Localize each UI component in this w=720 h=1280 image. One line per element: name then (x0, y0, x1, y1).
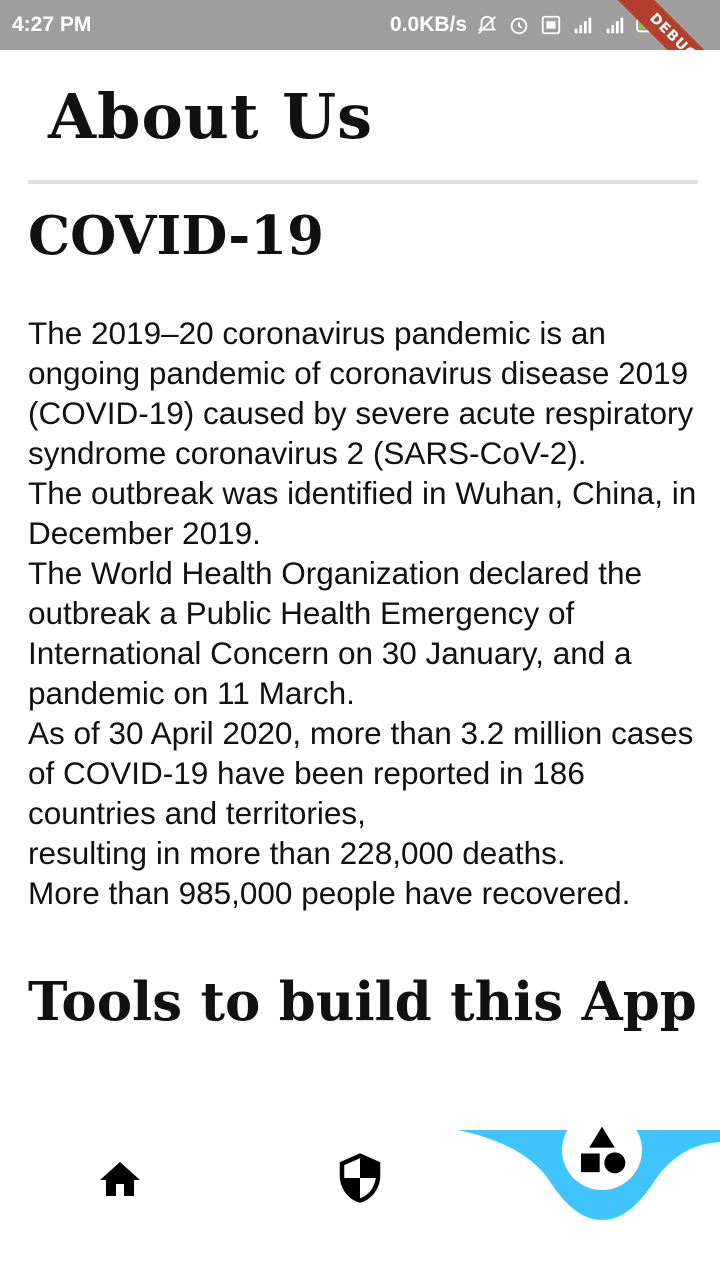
alarm-icon (510, 17, 528, 35)
signal-4g-icon (574, 17, 592, 34)
shapes-icon (581, 1126, 626, 1174)
nav-home-button[interactable] (90, 1150, 150, 1210)
signal-icon (606, 17, 624, 34)
bottom-navigation-bar (0, 1110, 720, 1280)
shield-icon (339, 1153, 381, 1203)
status-bar: 4:27 PM 0.0KB/s DEBUG (0, 0, 720, 50)
home-icon (100, 1162, 140, 1196)
nav-shield-button[interactable] (330, 1148, 390, 1208)
status-icons: 0.0KB/s (390, 13, 665, 37)
network-speed: 0.0KB/s (390, 13, 468, 36)
covid-description: The 2019–20 coronavirus pandemic is an o… (28, 314, 697, 911)
mute-icon (478, 15, 497, 34)
nav-tools-button[interactable] (562, 1110, 642, 1190)
tools-heading: Tools to build this App (28, 970, 697, 1033)
page-title: About Us (48, 80, 374, 153)
header-divider (28, 180, 698, 184)
content-scroll[interactable]: COVID-19 The 2019–20 coronavirus pandemi… (28, 205, 698, 1120)
covid-heading: COVID-19 (28, 205, 325, 267)
volte-icon (541, 15, 561, 35)
status-time: 4:27 PM (12, 13, 92, 36)
